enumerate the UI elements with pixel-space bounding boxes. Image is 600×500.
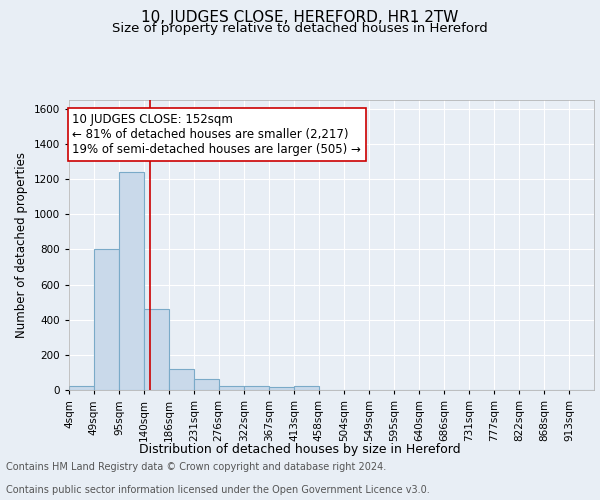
Bar xyxy=(119,172,144,390)
Bar xyxy=(94,250,119,390)
Bar xyxy=(169,369,194,390)
Y-axis label: Number of detached properties: Number of detached properties xyxy=(15,152,28,338)
Bar xyxy=(194,380,218,390)
Bar xyxy=(218,386,244,390)
Bar xyxy=(244,386,269,390)
Text: Contains public sector information licensed under the Open Government Licence v3: Contains public sector information licen… xyxy=(6,485,430,495)
Text: 10, JUDGES CLOSE, HEREFORD, HR1 2TW: 10, JUDGES CLOSE, HEREFORD, HR1 2TW xyxy=(142,10,458,25)
Text: Contains HM Land Registry data © Crown copyright and database right 2024.: Contains HM Land Registry data © Crown c… xyxy=(6,462,386,472)
Text: 10 JUDGES CLOSE: 152sqm
← 81% of detached houses are smaller (2,217)
19% of semi: 10 JUDGES CLOSE: 152sqm ← 81% of detache… xyxy=(73,113,361,156)
Text: Size of property relative to detached houses in Hereford: Size of property relative to detached ho… xyxy=(112,22,488,35)
Bar xyxy=(144,309,169,390)
Bar xyxy=(69,386,94,390)
Bar xyxy=(269,388,294,390)
Text: Distribution of detached houses by size in Hereford: Distribution of detached houses by size … xyxy=(139,442,461,456)
Bar xyxy=(294,386,319,390)
